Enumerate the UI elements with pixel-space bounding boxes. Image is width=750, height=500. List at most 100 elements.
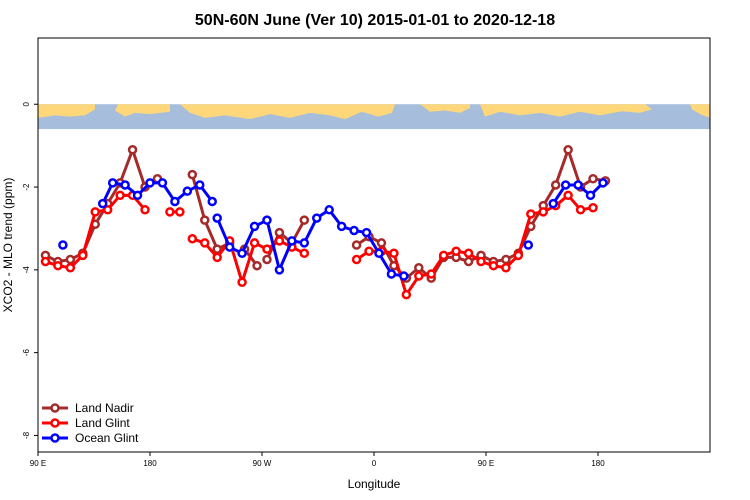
land-nadir-point <box>414 263 424 273</box>
ocean-glint-point <box>120 180 130 190</box>
legend-item-land-nadir: Land Nadir <box>42 401 134 415</box>
map-land <box>690 104 710 118</box>
land-nadir-point <box>463 256 474 267</box>
land-glint-line <box>355 193 594 297</box>
land-glint-point <box>187 234 198 244</box>
land-nadir-point <box>376 238 387 248</box>
ocean-glint-point <box>145 178 155 188</box>
y-tick-label: -6 <box>22 349 31 357</box>
ocean-glint-point <box>386 269 397 279</box>
map-land <box>115 104 170 117</box>
ocean-glint-point <box>399 271 409 281</box>
y-tick-label: -4 <box>22 266 31 274</box>
ocean-glint-point <box>312 213 322 223</box>
land-glint-point <box>438 250 449 261</box>
map-land <box>38 104 95 118</box>
land-glint-point <box>364 246 374 256</box>
land-glint-point <box>212 252 222 263</box>
x-tick-label: 0 <box>372 459 377 468</box>
ocean-glint-point <box>274 265 285 275</box>
land-glint-point <box>165 207 175 217</box>
land-nadir-line <box>190 174 231 251</box>
ocean-glint-point <box>262 215 272 225</box>
x-tick-label: 90 E <box>30 459 46 468</box>
land-glint-point <box>262 244 272 254</box>
ocean-glint-line <box>215 208 405 278</box>
ocean-glint-point <box>207 196 217 207</box>
land-glint-point <box>426 269 436 279</box>
x-tick-label: 180 <box>591 459 605 468</box>
ocean-glint-point <box>361 227 372 238</box>
legend-label: Ocean Glint <box>75 431 139 445</box>
world-map-band <box>38 104 710 130</box>
land-glint-point <box>53 260 63 271</box>
ocean-glint-point <box>237 248 247 259</box>
ocean-glint-point <box>548 198 558 209</box>
ocean-glint-point <box>195 180 205 190</box>
ocean-glint-point <box>299 238 310 248</box>
map-land <box>180 104 395 120</box>
land-glint-point <box>513 250 524 261</box>
chart-title: 50N-60N June (Ver 10) 2015-01-01 to 2020… <box>195 12 555 29</box>
land-glint-line <box>191 237 305 284</box>
land-glint-point <box>237 277 247 288</box>
ocean-glint-point <box>585 190 596 201</box>
land-glint-point <box>588 202 598 213</box>
land-glint-point <box>115 190 125 201</box>
land-glint-point <box>90 207 100 217</box>
land-nadir-point <box>252 260 262 271</box>
x-tick-label: 90 E <box>478 459 494 468</box>
ocean-glint-point <box>132 190 143 201</box>
y-axis-label: XCO2 - MLO trend (ppm) <box>1 178 15 313</box>
land-glint-point <box>274 236 285 246</box>
legend-swatch-marker <box>50 403 60 413</box>
land-glint-point <box>476 256 486 267</box>
land-nadir-point <box>351 240 362 250</box>
land-glint-point <box>526 209 536 219</box>
land-glint-point <box>40 256 51 267</box>
legend-item-land-glint: Land Glint <box>42 416 130 430</box>
land-glint-point <box>463 248 474 259</box>
land-glint-point <box>563 190 573 201</box>
land-glint-point <box>351 254 362 265</box>
land-glint-point <box>575 205 586 215</box>
series-layer <box>40 145 611 300</box>
ocean-glint-point <box>324 205 334 215</box>
ocean-glint-point <box>157 178 168 188</box>
land-nadir-line <box>44 148 159 264</box>
land-nadir-point <box>563 145 573 155</box>
land-glint-point <box>65 263 76 273</box>
plot-frame <box>37 37 711 453</box>
land-nadir-point <box>588 174 598 184</box>
ocean-glint-point <box>560 180 571 190</box>
map-land <box>420 104 470 113</box>
land-glint-point <box>451 246 461 256</box>
y-tick-label: -2 <box>22 183 31 191</box>
land-glint-point <box>140 205 150 215</box>
legend-label: Land Nadir <box>75 401 134 415</box>
ocean-glint-point <box>573 180 583 190</box>
ocean-glint-point <box>170 196 180 207</box>
ocean-glint-point <box>97 198 108 209</box>
land-glint-point <box>78 250 88 261</box>
x-tick-label: 90 W <box>253 459 272 468</box>
land-glint-point <box>488 260 499 271</box>
x-axis-label: Longitude <box>348 477 401 491</box>
ocean-glint-point <box>287 236 297 246</box>
series-ocean-glint <box>58 178 608 281</box>
land-glint-point <box>414 271 424 281</box>
land-nadir-point <box>65 254 76 265</box>
ocean-glint-line <box>101 181 214 205</box>
legend-swatch-marker <box>50 433 60 443</box>
y-tick-label: -8 <box>22 431 31 439</box>
land-nadir-point <box>262 254 272 265</box>
land-nadir-point <box>200 215 210 225</box>
ocean-glint-point <box>374 248 384 259</box>
y-tick-label: 0 <box>22 101 31 106</box>
land-nadir-point <box>212 244 222 254</box>
ocean-glint-point <box>58 240 68 250</box>
land-glint-line <box>44 193 147 270</box>
land-nadir-point <box>550 180 561 190</box>
